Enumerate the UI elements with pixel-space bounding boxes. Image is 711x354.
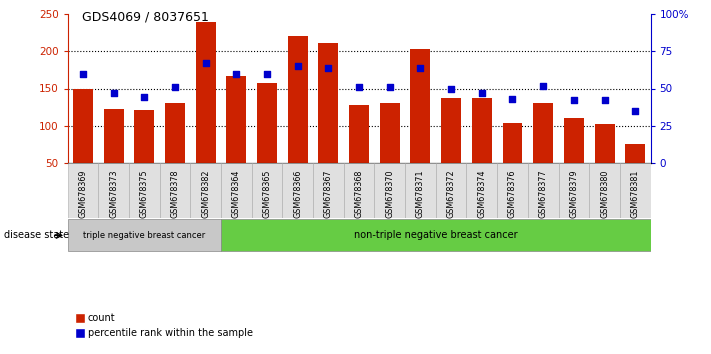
Point — [292, 63, 304, 69]
FancyBboxPatch shape — [68, 163, 98, 218]
Text: GSM678382: GSM678382 — [201, 170, 210, 218]
Point — [538, 83, 549, 88]
FancyBboxPatch shape — [68, 219, 221, 251]
Text: GSM678372: GSM678372 — [447, 170, 456, 218]
Bar — [196, 22, 215, 200]
FancyBboxPatch shape — [589, 163, 620, 218]
Text: GSM678369: GSM678369 — [78, 170, 87, 218]
Point — [445, 86, 456, 91]
Point — [568, 98, 579, 103]
Bar — [104, 109, 124, 200]
FancyBboxPatch shape — [191, 163, 221, 218]
Text: GSM678379: GSM678379 — [570, 170, 578, 218]
FancyBboxPatch shape — [221, 163, 252, 218]
FancyBboxPatch shape — [559, 163, 589, 218]
Bar — [441, 98, 461, 200]
Text: GSM678374: GSM678374 — [477, 170, 486, 218]
Bar — [380, 103, 400, 200]
Point — [169, 84, 181, 90]
Text: GSM678364: GSM678364 — [232, 170, 241, 218]
Point — [200, 61, 211, 66]
Bar — [503, 124, 523, 200]
Point — [262, 71, 273, 76]
Point — [77, 71, 89, 76]
Point — [139, 95, 150, 100]
Point — [599, 98, 610, 103]
Text: non-triple negative breast cancer: non-triple negative breast cancer — [354, 230, 518, 240]
Text: disease state: disease state — [4, 230, 69, 240]
Bar — [625, 144, 645, 200]
Legend: count, percentile rank within the sample: count, percentile rank within the sample — [73, 309, 257, 342]
Text: GSM678380: GSM678380 — [600, 170, 609, 218]
FancyBboxPatch shape — [375, 163, 405, 218]
Text: GSM678378: GSM678378 — [171, 170, 179, 218]
Text: GSM678368: GSM678368 — [355, 170, 363, 218]
Point — [108, 90, 119, 96]
Text: GSM678365: GSM678365 — [262, 170, 272, 218]
Text: GSM678373: GSM678373 — [109, 170, 118, 218]
Text: GSM678381: GSM678381 — [631, 170, 640, 218]
FancyBboxPatch shape — [436, 163, 466, 218]
FancyBboxPatch shape — [159, 163, 191, 218]
Text: GSM678377: GSM678377 — [539, 170, 547, 218]
Point — [507, 96, 518, 102]
FancyBboxPatch shape — [620, 163, 651, 218]
Bar — [134, 110, 154, 200]
FancyBboxPatch shape — [405, 163, 436, 218]
Point — [230, 71, 242, 76]
Text: triple negative breast cancer: triple negative breast cancer — [83, 231, 205, 240]
Point — [353, 84, 365, 90]
Bar — [410, 49, 430, 200]
Text: GSM678375: GSM678375 — [140, 170, 149, 218]
FancyBboxPatch shape — [343, 163, 375, 218]
Bar — [319, 43, 338, 200]
Point — [629, 108, 641, 114]
Text: GSM678370: GSM678370 — [385, 170, 394, 218]
FancyBboxPatch shape — [528, 163, 559, 218]
FancyBboxPatch shape — [466, 163, 497, 218]
FancyBboxPatch shape — [221, 219, 651, 251]
Point — [476, 90, 488, 96]
Text: GDS4069 / 8037651: GDS4069 / 8037651 — [82, 11, 208, 24]
Bar — [288, 36, 308, 200]
FancyBboxPatch shape — [497, 163, 528, 218]
FancyBboxPatch shape — [252, 163, 282, 218]
Bar — [472, 98, 492, 200]
Bar — [226, 76, 246, 200]
Bar — [349, 105, 369, 200]
Point — [384, 84, 395, 90]
Bar — [564, 118, 584, 200]
Bar — [594, 124, 614, 200]
Text: GSM678367: GSM678367 — [324, 170, 333, 218]
Point — [415, 65, 426, 70]
Text: GSM678366: GSM678366 — [293, 170, 302, 218]
FancyBboxPatch shape — [129, 163, 159, 218]
Bar — [533, 103, 553, 200]
Bar — [165, 103, 185, 200]
Point — [323, 65, 334, 70]
Text: GSM678376: GSM678376 — [508, 170, 517, 218]
FancyBboxPatch shape — [313, 163, 343, 218]
FancyBboxPatch shape — [282, 163, 313, 218]
FancyBboxPatch shape — [98, 163, 129, 218]
Text: GSM678371: GSM678371 — [416, 170, 425, 218]
Bar — [73, 88, 93, 200]
Bar — [257, 82, 277, 200]
